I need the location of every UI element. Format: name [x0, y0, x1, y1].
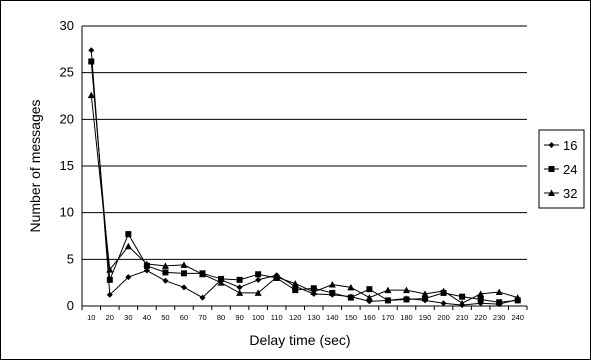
- x-tick-label-190: 190: [419, 313, 432, 322]
- x-tick-label-40: 40: [143, 313, 151, 322]
- data-point-16-70: [199, 294, 206, 301]
- x-tick-label-110: 110: [271, 313, 283, 322]
- x-tick-label-60: 60: [180, 313, 188, 322]
- series-line-32: [90, 95, 518, 304]
- data-point-32-130: [310, 288, 318, 295]
- data-point-24-180: [403, 296, 410, 303]
- data-point-16-30: [125, 274, 132, 281]
- data-point-24-170: [384, 297, 391, 304]
- data-point-32-180: [402, 286, 410, 294]
- data-point-32-60: [180, 261, 188, 268]
- x-tick-label-130: 130: [308, 313, 321, 322]
- data-point-24-120: [292, 287, 299, 294]
- x-tick-label-80: 80: [217, 313, 225, 322]
- x-tick-label-140: 140: [326, 313, 339, 322]
- data-point-32-90: [236, 289, 244, 296]
- x-tick-label-100: 100: [252, 313, 265, 322]
- data-point-32-40: [143, 260, 151, 267]
- data-point-24-10: [88, 58, 95, 65]
- data-point-32-210: [458, 299, 466, 307]
- x-tick-label-180: 180: [400, 313, 413, 322]
- data-point-32-30: [124, 242, 132, 250]
- data-point-24-30: [125, 231, 132, 238]
- x-tick-label-150: 150: [345, 313, 358, 322]
- legend-label-16: 16: [563, 138, 577, 153]
- data-point-24-80: [218, 275, 225, 282]
- x-tick-label-220: 220: [474, 313, 487, 322]
- data-point-32-240: [514, 294, 522, 301]
- data-point-24-190: [422, 295, 429, 302]
- legend-label-32: 32: [563, 186, 577, 201]
- data-point-32-20: [106, 266, 114, 273]
- data-point-24-100: [255, 271, 262, 278]
- data-point-16-60: [180, 284, 187, 291]
- y-tick-label-0: 0: [67, 298, 74, 313]
- legend-marker-32: [548, 189, 555, 196]
- legend: 16 24 32: [538, 129, 585, 209]
- x-tick-label-230: 230: [493, 313, 506, 322]
- data-point-24-50: [162, 269, 169, 276]
- data-point-24-230: [496, 299, 503, 306]
- x-tick-label-240: 240: [511, 313, 524, 322]
- data-point-32-190: [421, 290, 429, 297]
- data-point-24-60: [180, 270, 187, 277]
- data-point-32-50: [161, 262, 169, 269]
- data-point-32-170: [384, 286, 392, 294]
- plot-area: 0 5 10 15 20 25 30 10 20 30 40 50 60 70 80 90 100 110 120 1…: [60, 18, 528, 322]
- x-tick-label-200: 200: [437, 313, 450, 322]
- x-tick-label-50: 50: [161, 313, 169, 322]
- x-tick-label-30: 30: [124, 313, 132, 322]
- y-tick-label-20: 20: [60, 111, 74, 126]
- x-tick-label-20: 20: [106, 313, 114, 322]
- data-point-24-210: [459, 293, 466, 300]
- series-line-16: [90, 50, 518, 306]
- y-tick-label-10: 10: [60, 205, 74, 220]
- data-point-32-100: [254, 289, 262, 296]
- data-point-32-160: [365, 294, 373, 301]
- y-tick-label-25: 25: [60, 65, 74, 80]
- data-point-16-90: [236, 284, 243, 291]
- x-tick-label-70: 70: [198, 313, 206, 322]
- x-tick-label-170: 170: [382, 313, 395, 322]
- legend-marker-16: [548, 142, 555, 148]
- data-point-24-220: [477, 296, 484, 303]
- y-axis-title: Number of messages: [27, 99, 43, 232]
- data-point-32-120: [291, 280, 299, 287]
- x-tick-label-90: 90: [235, 313, 243, 322]
- data-point-16-10: [88, 47, 95, 54]
- x-axis-title: Delay time (sec): [249, 332, 350, 348]
- y-tick-label-15: 15: [60, 158, 74, 173]
- data-point-16-40: [143, 267, 150, 274]
- data-point-32-10: [87, 91, 95, 99]
- data-point-16-200: [440, 300, 447, 307]
- data-point-24-150: [347, 294, 354, 301]
- data-point-32-200: [440, 287, 448, 295]
- data-point-32-110: [273, 273, 281, 281]
- x-tick-label-120: 120: [289, 313, 302, 322]
- data-point-32-80: [217, 279, 225, 286]
- x-tick-label-10: 10: [87, 313, 95, 322]
- data-point-16-50: [162, 277, 169, 284]
- y-tick-label-5: 5: [67, 251, 74, 266]
- data-point-24-20: [106, 276, 113, 283]
- data-point-32-140: [328, 281, 336, 288]
- data-point-32-220: [477, 290, 485, 297]
- legend-label-24: 24: [563, 162, 577, 177]
- data-point-32-70: [199, 270, 207, 278]
- x-tick-label-210: 210: [456, 313, 469, 322]
- y-tick-label-30: 30: [60, 18, 74, 33]
- data-point-24-90: [236, 276, 243, 283]
- legend-marker-24: [548, 166, 555, 172]
- data-point-24-130: [310, 285, 317, 292]
- data-point-24-160: [366, 286, 373, 293]
- x-tick-label-160: 160: [363, 313, 376, 322]
- data-point-32-150: [347, 283, 355, 291]
- data-point-16-100: [255, 276, 262, 283]
- data-point-32-230: [495, 288, 503, 295]
- data-point-24-140: [329, 289, 336, 296]
- data-point-16-20: [106, 291, 113, 298]
